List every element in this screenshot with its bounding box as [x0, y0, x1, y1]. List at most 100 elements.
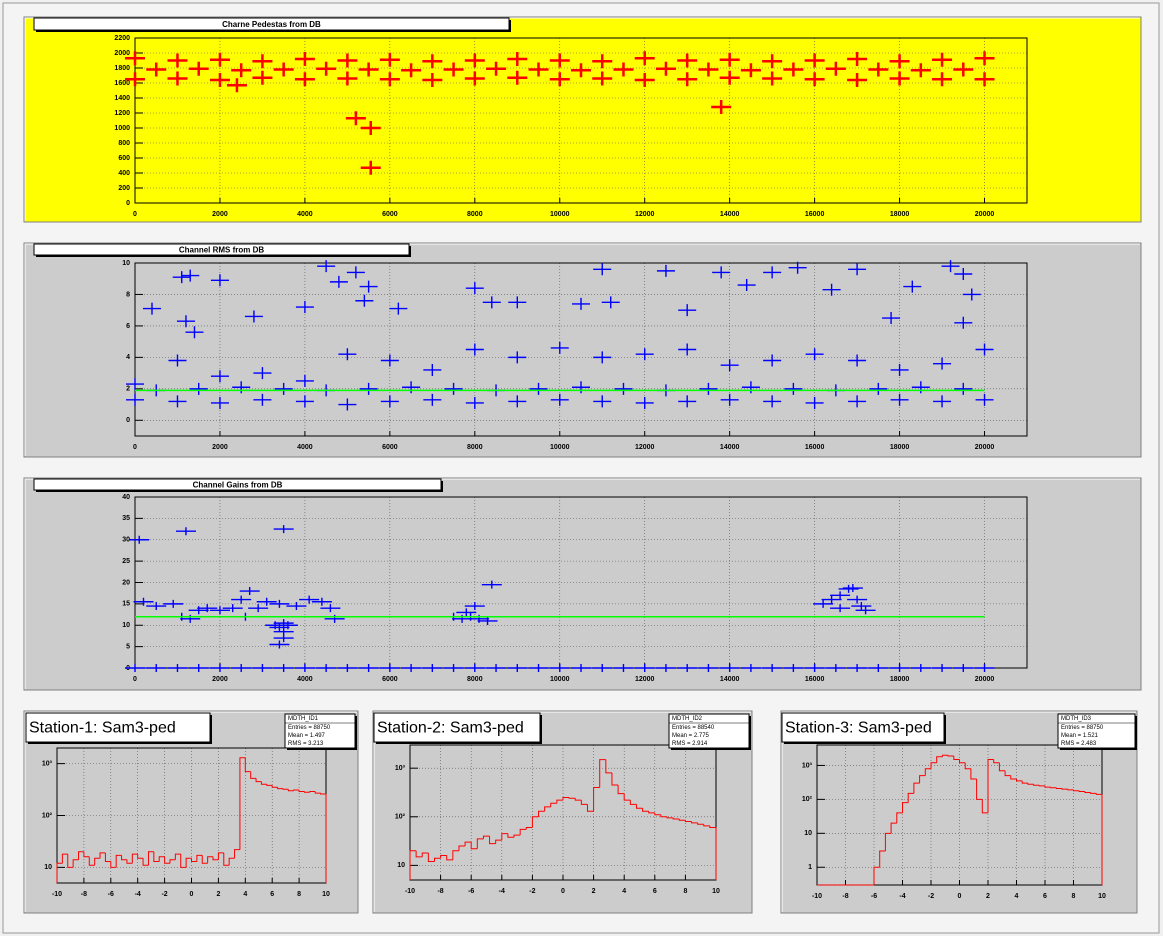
point: [146, 62, 167, 77]
point: [953, 62, 974, 77]
point: [299, 595, 320, 604]
hist-bin: [697, 822, 704, 825]
y-tick-label: 4: [126, 354, 130, 361]
point: [167, 53, 188, 68]
point: [464, 664, 485, 672]
point: [273, 664, 294, 672]
hist-bin: [83, 851, 90, 858]
hist-bin: [660, 814, 668, 818]
y-tick-label: 1400: [114, 95, 130, 102]
point: [222, 604, 243, 613]
point: [338, 348, 357, 361]
hist-bin: [562, 796, 570, 801]
hist-bin: [1078, 790, 1085, 793]
point: [847, 73, 868, 87]
point: [125, 51, 145, 66]
x-tick-label: 10000: [550, 676, 570, 683]
point: [698, 62, 719, 77]
x-tick-label: 0: [958, 893, 962, 900]
hist-bin: [196, 854, 203, 862]
stats-line: Entries = 88750: [288, 725, 331, 731]
point: [613, 664, 634, 672]
hist-bin: [884, 832, 892, 852]
point: [295, 374, 314, 387]
hist-bin: [482, 835, 490, 839]
point: [210, 396, 229, 409]
point: [954, 268, 973, 281]
point: [677, 664, 698, 672]
point: [273, 62, 294, 77]
point: [465, 396, 484, 409]
x-tick-label: 14000: [720, 676, 740, 683]
hist-bin: [919, 775, 926, 784]
chart-title: Charne Pedestas from DB: [222, 20, 321, 29]
hist-bin: [131, 853, 138, 864]
x-tick-label: 8000: [467, 444, 483, 451]
point: [592, 71, 613, 86]
point: [239, 587, 260, 596]
point: [613, 62, 634, 77]
hist-bin: [158, 856, 165, 862]
x-tick-label: 16000: [805, 676, 825, 683]
point: [338, 398, 357, 411]
x-tick-label: 0: [133, 444, 137, 451]
hist-bin: [611, 772, 619, 786]
hist-bin: [464, 841, 472, 847]
hist-bin: [137, 854, 144, 859]
point: [677, 53, 698, 68]
x-tick-label: 0: [133, 211, 137, 218]
chart-title: Station-1: Sam3-ped: [29, 720, 176, 737]
x-tick-label: 12000: [635, 444, 655, 451]
title-box: [25, 712, 211, 743]
panel-bevel: [24, 478, 1140, 689]
x-tick-label: 14000: [720, 444, 740, 451]
stats-line: RMS = 2.483: [1061, 741, 1097, 747]
hist-bin: [1004, 770, 1011, 777]
point: [882, 312, 901, 325]
panel: [23, 477, 1142, 691]
point: [126, 378, 144, 391]
point: [848, 395, 867, 408]
hist-bin: [72, 859, 79, 868]
point: [163, 599, 184, 608]
hist-bin: [260, 781, 267, 785]
point: [974, 72, 995, 87]
title-box: [373, 712, 541, 743]
y-tick-label: 2: [126, 386, 130, 393]
point: [359, 382, 378, 395]
hist-bin: [703, 824, 710, 827]
hist-bin: [1095, 793, 1102, 795]
point: [763, 395, 782, 408]
point: [890, 393, 909, 406]
x-tick-label: 6: [270, 891, 274, 898]
point: [962, 288, 981, 301]
point: [209, 73, 230, 87]
point: [146, 664, 167, 672]
chart-title: Channel Gains from DB: [193, 481, 283, 490]
stats-title: MDTH_ID1: [288, 716, 319, 722]
point: [167, 664, 188, 672]
stats-line: Mean = 2.775: [672, 733, 710, 739]
point: [614, 382, 633, 395]
panel-bevel: [24, 17, 1140, 221]
x-tick-label: 8000: [467, 676, 483, 683]
hist-bin: [126, 859, 133, 864]
hist-bin: [879, 850, 886, 868]
y-tick-label: 20: [122, 579, 130, 586]
hist-bin: [228, 857, 235, 866]
hist-bin: [56, 862, 63, 883]
hist-bin: [599, 759, 606, 788]
point: [277, 621, 298, 630]
hist-bin: [648, 811, 655, 814]
point: [868, 62, 889, 77]
hist-bin: [244, 757, 251, 773]
x-tick-label: 6: [1043, 893, 1047, 900]
hist-bin: [277, 787, 283, 790]
x-tick-label: -6: [108, 891, 114, 898]
hist-bin: [421, 852, 429, 857]
y-tick-label: 1000: [114, 125, 130, 132]
point: [197, 604, 218, 613]
point: [549, 72, 570, 87]
x-tick-label: 20000: [975, 211, 995, 218]
hist-bin: [642, 808, 649, 812]
